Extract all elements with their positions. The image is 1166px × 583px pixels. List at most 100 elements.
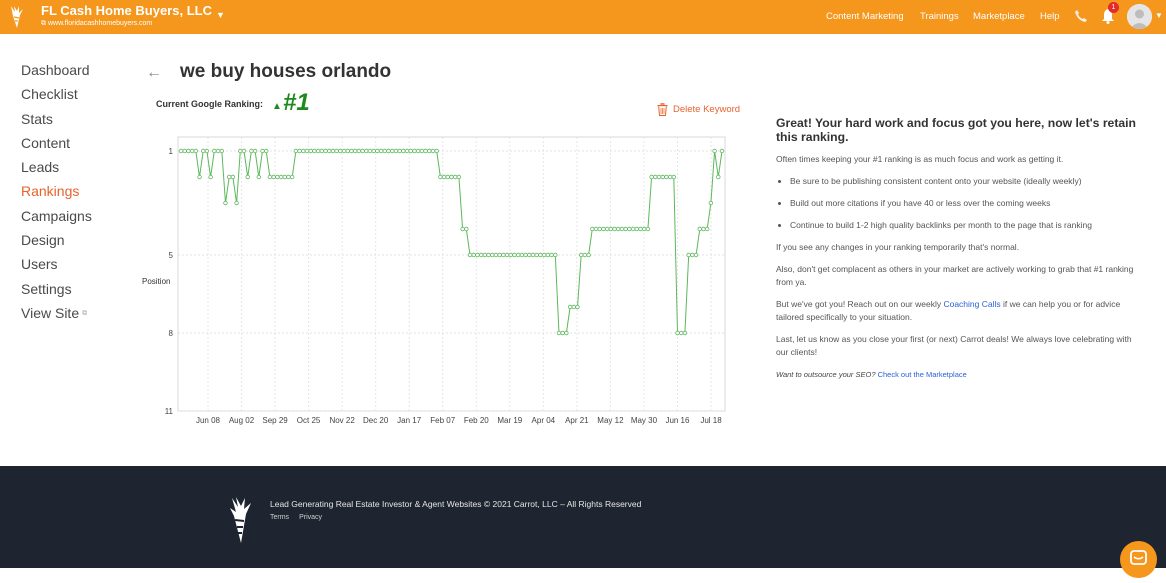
site-url-text[interactable]: www.floridacashhomebuyers.com [48, 20, 153, 27]
data-point [260, 148, 265, 154]
site-name[interactable]: FL Cash Home Buyers, LLC [41, 3, 212, 18]
nav-trainings[interactable]: Trainings [920, 11, 959, 22]
avatar[interactable] [1127, 4, 1152, 29]
data-point [438, 174, 443, 180]
sidebar-item-rankings[interactable]: Rankings [21, 183, 80, 200]
data-point [493, 252, 499, 258]
sidebar-item-checklist[interactable]: Checklist [21, 86, 78, 103]
data-point [264, 148, 269, 154]
data-point [275, 174, 280, 180]
tips-complacent: Also, don't get complacent as others in … [776, 264, 1134, 287]
data-point [697, 226, 702, 232]
data-point [297, 148, 302, 154]
sidebar-item-users[interactable]: Users [21, 256, 58, 273]
tips-closing: Last, let us know as you close your firs… [776, 334, 1132, 357]
x-tick-label: Aug 02 [229, 416, 255, 425]
top-bar [0, 0, 1166, 34]
data-point [634, 226, 639, 232]
x-tick-label: Feb 20 [464, 416, 489, 425]
nav-help[interactable]: Help [1040, 11, 1060, 22]
data-point [427, 148, 432, 154]
data-point [338, 148, 343, 154]
x-tick-label: Apr 04 [532, 416, 556, 425]
data-point [716, 174, 721, 180]
footer-terms-link[interactable]: Terms [270, 514, 290, 521]
data-point [334, 148, 339, 154]
data-point [656, 174, 662, 180]
user-avatar-icon [1127, 4, 1152, 29]
data-point [597, 226, 602, 232]
y-tick-label: 8 [169, 329, 174, 338]
data-point [189, 148, 195, 154]
data-point [523, 252, 528, 258]
tips-bullet: Build out more citations if you have 40 … [790, 197, 1136, 210]
x-tick-label: Apr 21 [565, 416, 589, 425]
data-point [564, 330, 569, 336]
data-point [245, 174, 250, 180]
trash-icon[interactable] [657, 103, 668, 116]
data-point [456, 174, 462, 180]
data-point [449, 174, 454, 180]
data-point [504, 252, 510, 258]
sidebar-item-design[interactable]: Design [21, 232, 65, 249]
phone-icon[interactable] [1074, 9, 1088, 23]
data-point [271, 174, 276, 180]
marketplace-link[interactable]: Check out the Marketplace [877, 370, 967, 379]
external-link-icon: ⧉ [82, 310, 88, 318]
data-point [578, 252, 584, 258]
back-arrow-icon[interactable]: ← [146, 64, 162, 81]
chat-launcher-button[interactable] [1120, 541, 1157, 578]
delete-keyword-button[interactable]: Delete Keyword [673, 104, 741, 115]
sidebar-item-settings[interactable]: Settings [21, 280, 72, 297]
data-point [682, 330, 688, 336]
coaching-calls-link[interactable]: Coaching Calls [943, 299, 1001, 309]
nav-marketplace[interactable]: Marketplace [973, 11, 1025, 22]
data-point [249, 148, 254, 154]
data-point [226, 174, 232, 180]
footer-links: Terms Privacy [270, 514, 332, 521]
x-tick-label: May 12 [597, 416, 624, 425]
data-point [575, 304, 580, 310]
data-point [556, 330, 562, 336]
y-axis-label: Position [142, 277, 170, 286]
account-chevron-down-icon[interactable]: ▼ [1155, 11, 1163, 20]
data-point [304, 148, 310, 154]
data-point [527, 252, 532, 258]
data-point [234, 200, 239, 206]
data-point [686, 252, 691, 258]
sidebar-item-content[interactable]: Content [21, 134, 71, 151]
x-tick-label: Sep 29 [262, 416, 288, 425]
nav-content-marketing[interactable]: Content Marketing [826, 11, 904, 22]
data-point [530, 252, 536, 258]
data-point [712, 148, 717, 154]
footer [0, 466, 1166, 568]
sidebar-item-leads[interactable]: Leads [21, 159, 60, 176]
site-url[interactable]: ⧉ www.floridacashhomebuyers.com [41, 20, 152, 28]
sidebar-item-stats[interactable]: Stats [21, 110, 53, 127]
plot-area [177, 136, 726, 412]
data-point [467, 252, 473, 258]
data-point [252, 148, 258, 154]
data-point [230, 174, 236, 180]
sidebar-item-dashboard[interactable]: Dashboard [21, 62, 90, 78]
data-point [364, 148, 369, 154]
data-point [549, 252, 554, 258]
data-point [308, 148, 313, 154]
sidebar-item-campaigns[interactable]: Campaigns [21, 207, 92, 224]
footer-privacy-link[interactable]: Privacy [299, 514, 323, 521]
data-point [256, 174, 262, 180]
data-point [382, 148, 388, 154]
tips-coaching-post: if we can help you or for advice tailore… [776, 299, 1121, 322]
x-tick-label: Mar 19 [497, 416, 522, 425]
site-switcher-chevron-down-icon[interactable]: ▼ [216, 10, 225, 20]
data-point [541, 252, 547, 258]
data-point [638, 226, 643, 232]
sidebar-item-view-site[interactable]: View Site ⧉ [21, 302, 92, 326]
tips-heading: Great! Your hard work and focus got you … [776, 116, 1137, 144]
carrot-logo-icon[interactable] [8, 5, 26, 29]
data-point [586, 252, 591, 258]
data-point [679, 330, 684, 336]
current-ranking-value: #1 [283, 89, 310, 116]
data-point [289, 174, 295, 180]
tips-bullet: Continue to build 1-2 high quality backl… [790, 219, 1136, 232]
